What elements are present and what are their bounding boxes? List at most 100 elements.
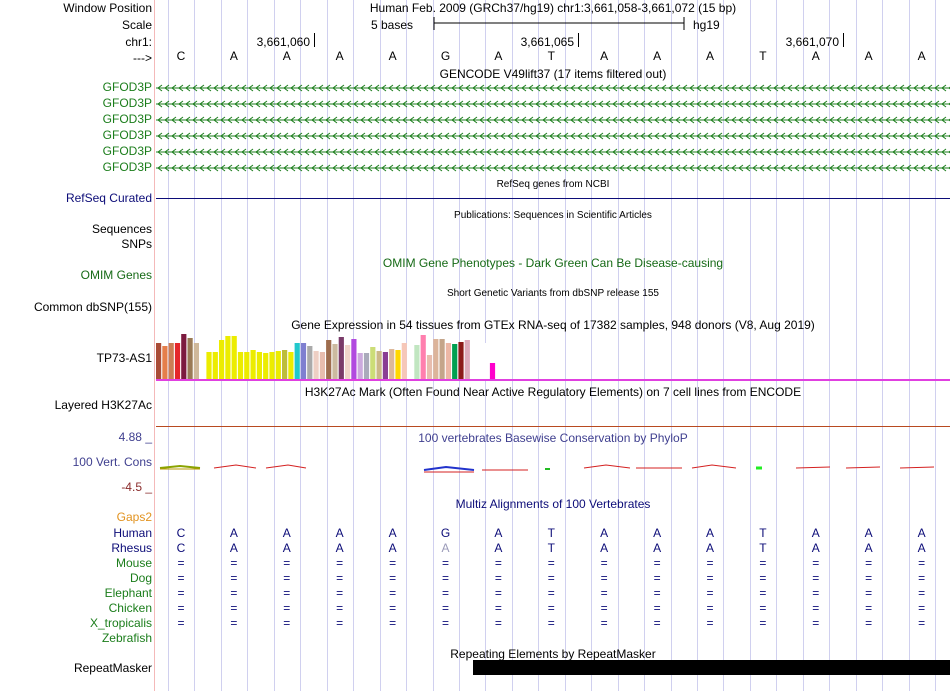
omim-title[interactable]: OMIM Gene Phenotypes - Dark Green Can Be…: [382, 256, 724, 270]
gtex-tissue-bar[interactable]: [345, 345, 351, 379]
gtex-tissue-bar[interactable]: [326, 340, 332, 379]
omim-genes-label[interactable]: OMIM Genes: [80, 268, 152, 282]
gencode-gene-label[interactable]: GFOD3P: [102, 80, 152, 94]
ruler-position: 3,661,060: [256, 35, 310, 49]
gtex-tissue-bar[interactable]: [471, 334, 477, 379]
refseq-title[interactable]: RefSeq genes from NCBI: [496, 179, 610, 190]
gtex-tissue-bar[interactable]: [307, 346, 313, 379]
gencode-gene-label[interactable]: GFOD3P: [102, 160, 152, 174]
gtex-tissue-bar[interactable]: [225, 336, 231, 379]
alignment-base: C: [176, 541, 186, 555]
gencode-gene-feature[interactable]: [156, 98, 950, 110]
gtex-tissue-bar[interactable]: [162, 346, 168, 379]
gtex-tissue-bar[interactable]: [200, 339, 206, 379]
alignment-base: A: [917, 541, 926, 555]
gtex-tissue-bar[interactable]: [193, 343, 199, 379]
repeatmasker-label[interactable]: RepeatMasker: [73, 661, 152, 675]
gtex-tissue-bar[interactable]: [389, 349, 395, 379]
gtex-tissue-bar[interactable]: [212, 352, 218, 379]
snps-label[interactable]: SNPs: [121, 237, 152, 251]
gtex-tissue-bar[interactable]: [452, 344, 458, 379]
gtex-tissue-bar[interactable]: [338, 337, 344, 379]
gencode-gene-label[interactable]: GFOD3P: [102, 96, 152, 110]
gtex-chart[interactable]: [156, 332, 950, 382]
gencode-gene-feature[interactable]: [156, 146, 950, 158]
gtex-gene-label[interactable]: TP73-AS1: [96, 351, 152, 365]
gtex-tissue-bar[interactable]: [282, 350, 288, 379]
gencode-gene-feature[interactable]: [156, 82, 950, 94]
gencode-gene-label[interactable]: GFOD3P: [102, 112, 152, 126]
gtex-tissue-bar[interactable]: [420, 335, 426, 379]
gencode-gene-feature[interactable]: [156, 130, 950, 142]
gtex-tissue-bar[interactable]: [351, 339, 357, 379]
gtex-tissue-bar[interactable]: [237, 352, 244, 379]
alignment-base: =: [336, 601, 344, 615]
publications-title[interactable]: Publications: Sequences in Scientific Ar…: [454, 210, 652, 221]
gencode-title[interactable]: GENCODE V49lift37 (17 items filtered out…: [439, 67, 667, 81]
gtex-tissue-bar[interactable]: [332, 344, 338, 379]
gtex-tissue-bar[interactable]: [357, 353, 363, 379]
gtex-tissue-bar[interactable]: [382, 352, 388, 379]
gtex-tissue-bar[interactable]: [313, 351, 319, 379]
gtex-tissue-bar[interactable]: [168, 343, 174, 379]
gtex-tissue-bar[interactable]: [395, 350, 401, 379]
gtex-tissue-bar[interactable]: [489, 363, 496, 379]
alignment-base: A: [494, 541, 503, 555]
gtex-tissue-bar[interactable]: [401, 343, 407, 379]
gtex-tissue-bar[interactable]: [319, 352, 325, 379]
dna-base: A: [282, 49, 291, 63]
gtex-title[interactable]: Gene Expression in 54 tissues from GTEx …: [291, 318, 815, 332]
gtex-tissue-bar[interactable]: [250, 350, 256, 379]
cons-title[interactable]: 100 vertebrates Basewise Conservation by…: [418, 431, 688, 445]
gtex-tissue-bar[interactable]: [288, 352, 294, 379]
h3k27ac-title[interactable]: H3K27Ac Mark (Often Found Near Active Re…: [304, 385, 802, 399]
gtex-tissue-bar[interactable]: [294, 343, 300, 379]
gtex-tissue-bar[interactable]: [231, 336, 237, 379]
gtex-tissue-bar[interactable]: [244, 352, 250, 379]
alignment-base: T: [759, 541, 767, 555]
sequences-label[interactable]: Sequences: [91, 222, 152, 236]
cons-label[interactable]: 100 Vert. Cons: [72, 455, 152, 469]
cons-wiggle[interactable]: [156, 460, 950, 480]
alignment-base: =: [759, 586, 767, 600]
dbsnp-label[interactable]: Common dbSNP(155): [33, 300, 152, 314]
h3k27ac-label[interactable]: Layered H3K27Ac: [54, 398, 152, 412]
gtex-tissue-bar[interactable]: [219, 340, 225, 379]
gtex-tissue-bar[interactable]: [414, 345, 420, 379]
gtex-tissue-bar[interactable]: [433, 339, 439, 379]
gtex-tissue-bar[interactable]: [156, 343, 162, 379]
gtex-tissue-bar[interactable]: [263, 353, 269, 379]
gtex-tissue-bar[interactable]: [363, 353, 370, 379]
multiz-title[interactable]: Multiz Alignments of 100 Vertebrates: [455, 497, 651, 511]
gencode-gene-label[interactable]: GFOD3P: [102, 144, 152, 158]
gtex-tissue-bar[interactable]: [483, 343, 489, 379]
gtex-tissue-bar[interactable]: [370, 347, 376, 379]
refseq-gene-line[interactable]: [156, 198, 950, 199]
gtex-tissue-bar[interactable]: [477, 338, 483, 379]
gtex-tissue-bar[interactable]: [464, 340, 470, 379]
gtex-tissue-bar[interactable]: [181, 334, 187, 379]
gtex-tissue-bar[interactable]: [376, 351, 382, 379]
gtex-tissue-bar[interactable]: [408, 343, 414, 379]
dbsnp-title[interactable]: Short Genetic Variants from dbSNP releas…: [447, 288, 659, 299]
repeatmasker-title[interactable]: Repeating Elements by RepeatMasker: [450, 647, 656, 661]
gencode-gene-feature[interactable]: [156, 162, 950, 174]
dna-base: T: [759, 49, 767, 63]
gtex-tissue-bar[interactable]: [458, 342, 464, 379]
gtex-tissue-bar[interactable]: [174, 343, 181, 379]
gtex-tissue-bar[interactable]: [439, 339, 445, 379]
gtex-tissue-bar[interactable]: [445, 343, 451, 379]
gtex-tissue-bar[interactable]: [256, 352, 262, 379]
browser-image[interactable]: Human Feb. 2009 (GRCh37/hg19) chr1:3,661…: [156, 0, 950, 691]
gtex-tissue-bar[interactable]: [426, 355, 433, 379]
gtex-tissue-bar[interactable]: [275, 351, 281, 379]
gtex-tissue-bar[interactable]: [206, 352, 212, 379]
gtex-tissue-bar[interactable]: [269, 352, 275, 379]
gtex-tissue-bar[interactable]: [300, 343, 307, 379]
gencode-gene-label[interactable]: GFOD3P: [102, 128, 152, 142]
repeatmasker-element[interactable]: [473, 660, 950, 675]
gencode-gene-feature[interactable]: [156, 114, 950, 126]
gtex-tissue-bar[interactable]: [187, 338, 193, 379]
refseq-curated-label[interactable]: RefSeq Curated: [65, 191, 152, 205]
alignment-base: =: [706, 616, 714, 630]
